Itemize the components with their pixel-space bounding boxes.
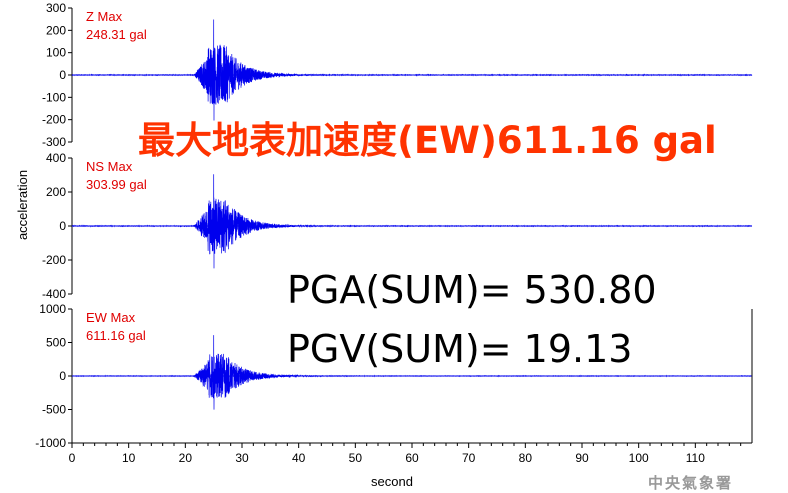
x-tick-label: 10 xyxy=(122,451,136,465)
y-tick-label-ns: 400 xyxy=(46,151,66,165)
y-tick-label-ns: 200 xyxy=(46,185,66,199)
max-label-ns: NS Max xyxy=(86,159,133,174)
waveform-z xyxy=(71,19,753,121)
y-tick-label-z: -300 xyxy=(42,135,66,149)
max-value-ns: 303.99 gal xyxy=(86,177,147,192)
waveform-ns xyxy=(71,174,753,269)
y-tick-label-ew: 500 xyxy=(46,336,66,350)
agency-credit: 中央氣象署 xyxy=(648,474,734,492)
x-axis-label: second xyxy=(371,474,413,489)
y-tick-label-ns: 0 xyxy=(59,219,66,233)
x-tick-label: 110 xyxy=(686,451,705,465)
max-value-z: 248.31 gal xyxy=(86,27,147,42)
y-tick-label-ew: -500 xyxy=(42,403,66,417)
waveform-ew xyxy=(71,335,753,410)
y-tick-label-ns: -200 xyxy=(42,253,66,267)
x-tick-label: 60 xyxy=(405,451,419,465)
x-tick-label: 20 xyxy=(179,451,193,465)
pga-sum-readout: PGA(SUM)= 530.80 xyxy=(287,268,657,312)
y-axis-label: acceleration xyxy=(15,170,30,240)
y-tick-label-z: 100 xyxy=(46,46,66,60)
pgv-sum-readout: PGV(SUM)= 19.13 xyxy=(287,327,633,371)
headline-max-pga: 最大地表加速度(EW)611.16 gal xyxy=(138,119,717,162)
max-label-z: Z Max xyxy=(86,9,123,24)
x-tick-label: 70 xyxy=(462,451,476,465)
x-tick-label: 0 xyxy=(69,451,76,465)
y-tick-label-z: 200 xyxy=(46,23,66,37)
y-tick-label-z: 300 xyxy=(46,1,66,15)
y-tick-label-z: -100 xyxy=(42,90,66,104)
max-label-ew: EW Max xyxy=(86,310,136,325)
y-tick-label-ns: -400 xyxy=(42,287,66,301)
x-tick-label: 90 xyxy=(575,451,589,465)
y-tick-label-ew: 1000 xyxy=(39,302,66,316)
max-value-ew: 611.16 gal xyxy=(86,328,146,343)
y-tick-label-ew: -1000 xyxy=(35,436,66,450)
y-tick-label-z: -200 xyxy=(42,113,66,127)
x-tick-label: 40 xyxy=(292,451,306,465)
y-tick-label-ew: 0 xyxy=(59,369,66,383)
y-tick-label-z: 0 xyxy=(59,68,66,82)
x-tick-label: 100 xyxy=(629,451,649,465)
x-tick-label: 80 xyxy=(519,451,533,465)
x-tick-label: 50 xyxy=(349,451,363,465)
x-tick-label: 30 xyxy=(235,451,249,465)
